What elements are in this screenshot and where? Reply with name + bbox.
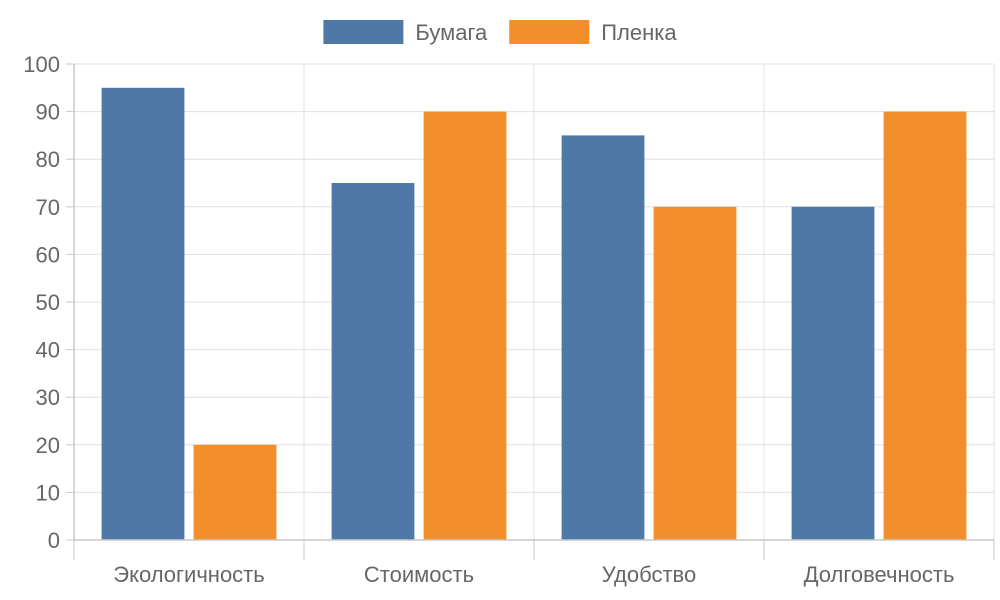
y-axis-ticks: 0 10 20 30 40 50 60 70 80 90 100 [23,52,74,553]
y-tick-label: 60 [36,242,60,267]
y-tick-label: 10 [36,480,60,505]
legend-label-paper: Бумага [415,20,488,45]
legend: Бумага Пленка [323,20,677,45]
x-axis-ticks: Экологичность Стоимость Удобство Долговечно… [73,540,995,587]
y-tick-label: 40 [36,338,60,363]
x-tick-label: Долговечность [804,562,955,587]
bar-paper-3 [791,206,875,541]
grid [74,63,995,540]
legend-swatch-film [509,20,590,44]
y-tick-label: 80 [36,147,60,172]
y-tick-label: 30 [36,385,60,410]
x-tick-label: Экологичность [113,562,264,587]
bar-paper-2 [561,135,645,540]
bar-film-1 [423,111,507,540]
x-tick-label: Удобство [602,562,696,587]
y-tick-label: 70 [36,195,60,220]
y-tick-label: 50 [36,290,60,315]
y-tick-label: 90 [36,100,60,125]
bar-paper-0 [101,87,185,541]
bar-paper-1 [331,183,415,540]
bar-film-3 [883,111,967,540]
legend-swatch-paper [323,20,404,44]
bar-film-2 [653,206,737,541]
bars [101,87,967,541]
y-tick-label: 0 [48,528,60,553]
bar-film-0 [193,444,277,540]
legend-label-film: Пленка [601,20,677,45]
y-tick-label: 20 [36,433,60,458]
x-tick-label: Стоимость [364,562,474,587]
y-tick-label: 100 [23,52,60,77]
